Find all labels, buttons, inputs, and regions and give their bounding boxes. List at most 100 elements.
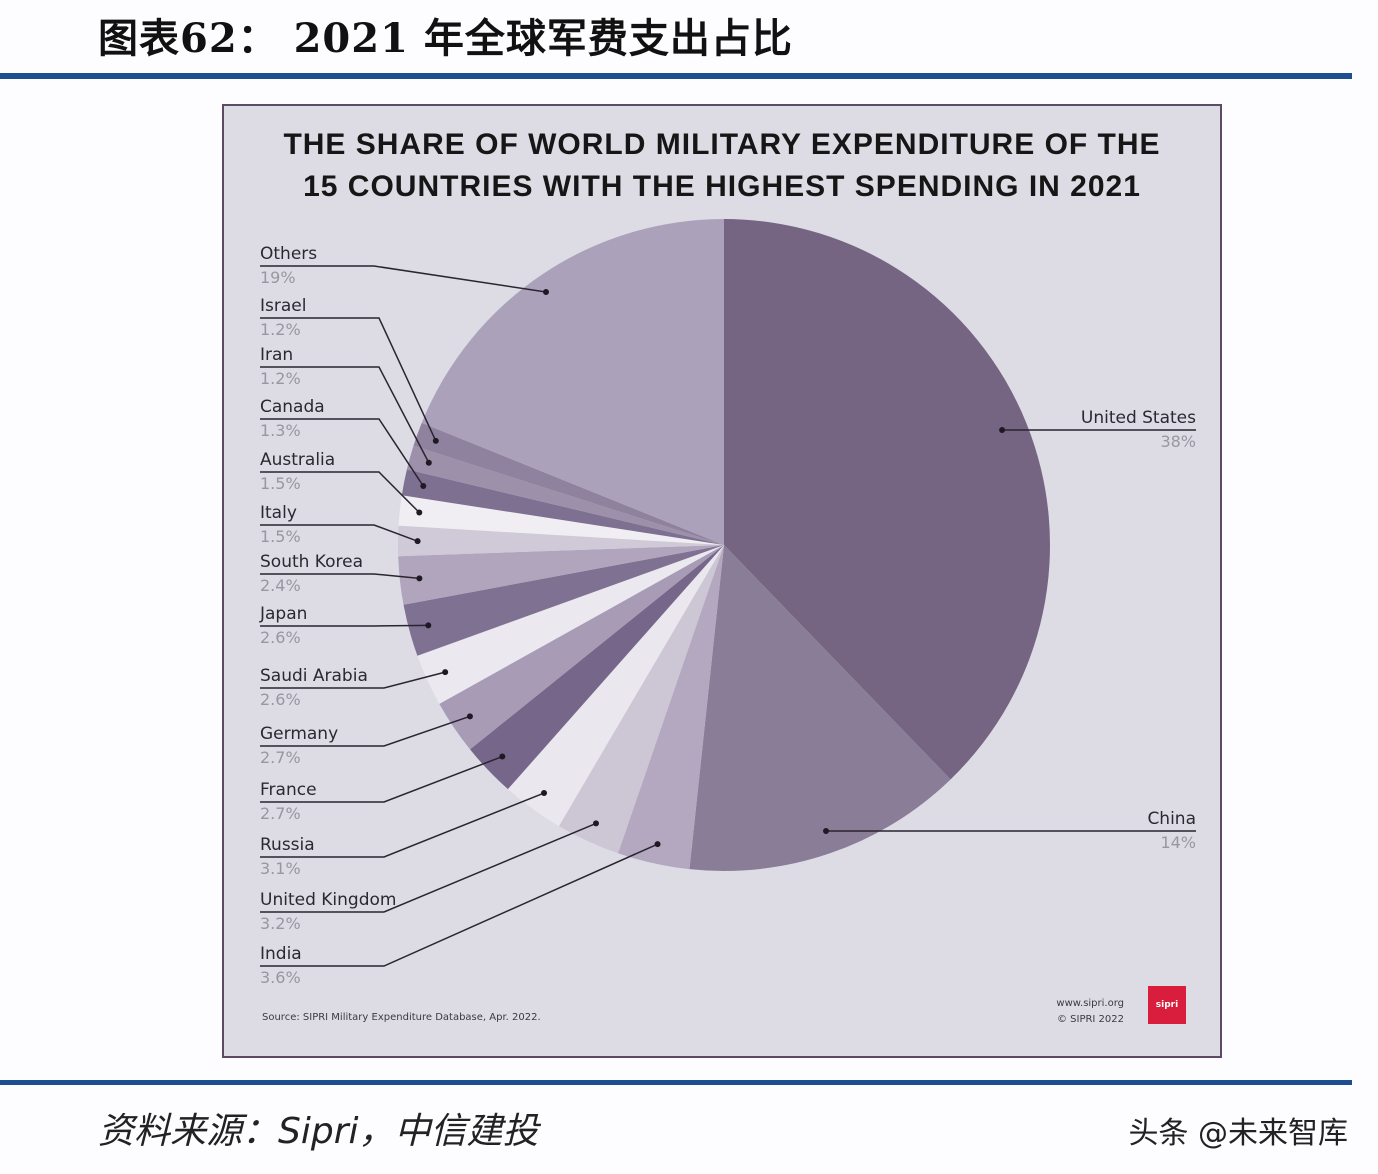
slice-label-france: France 2.7% — [260, 780, 317, 824]
slice-label-russia: Russia 3.1% — [260, 835, 315, 879]
slice-label-china: China 14% — [1147, 809, 1196, 853]
pie-slice-saudi-arabia — [417, 545, 724, 704]
slice-name: Italy — [260, 503, 297, 523]
leader-line — [260, 317, 437, 442]
slice-name: Canada — [260, 397, 325, 417]
slice-name: United States — [1080, 408, 1196, 428]
slice-label-iran: Iran 1.2% — [260, 345, 301, 389]
slice-label-germany: Germany 2.7% — [260, 724, 338, 768]
slice-label-italy: Italy 1.5% — [260, 503, 301, 547]
leader-line — [260, 366, 430, 464]
pie-slice-australia — [398, 495, 724, 545]
pie-slice-united-states — [724, 219, 1050, 780]
slice-name: Russia — [260, 835, 315, 855]
pie-slice-others — [421, 219, 724, 545]
slice-label-australia: Australia 1.5% — [260, 450, 335, 494]
leader-dot — [543, 289, 549, 295]
leader-line — [260, 524, 418, 542]
leader-line — [260, 624, 429, 627]
leader-dot — [432, 437, 439, 444]
pie-slice-france — [470, 545, 724, 790]
slice-percent: 2.7% — [260, 804, 301, 823]
leader-line — [260, 418, 424, 487]
slice-percent: 3.6% — [260, 968, 301, 987]
leader-dot — [466, 713, 473, 720]
pie-slice-iran — [406, 445, 724, 545]
pie-slice-israel — [413, 422, 724, 545]
pie-slice-united-kingdom — [558, 545, 724, 854]
chart-copyright: www.sipri.org © SIPRI 2022 — [1056, 996, 1124, 1028]
slice-name: South Korea — [260, 552, 364, 572]
pie-slice-japan — [403, 545, 724, 656]
leader-dot — [654, 841, 661, 848]
slice-label-japan: Japan 2.6% — [260, 604, 307, 648]
leader-line — [260, 573, 420, 580]
watermark: 头条 @未来智库 — [1128, 1116, 1348, 1151]
chart-title-line-2: 15 COUNTRIES WITH THE HIGHEST SPENDING I… — [303, 170, 1141, 203]
slice-name: Germany — [260, 724, 339, 744]
slice-name: Israel — [260, 296, 307, 316]
slice-percent: 14% — [1160, 833, 1196, 852]
slice-name: China — [1147, 809, 1196, 829]
slice-label-united-kingdom: United Kingdom 3.2% — [260, 890, 396, 934]
leader-line — [260, 671, 446, 689]
source-note: 资料来源：Sipri，中信建投 — [98, 1111, 539, 1152]
slice-label-israel: Israel 1.2% — [260, 296, 306, 340]
leader-line — [260, 822, 597, 913]
slice-name: India — [260, 944, 302, 964]
sipri-logo: sipri — [1148, 986, 1186, 1024]
slice-percent: 2.6% — [260, 628, 301, 647]
leader-line — [260, 755, 503, 803]
slice-percent: 2.4% — [260, 576, 301, 595]
chart-title: THE SHARE OF WORLD MILITARY EXPENDITURE … — [224, 124, 1220, 208]
leader-line — [260, 715, 471, 747]
pie-slice-italy — [398, 525, 724, 557]
figure-title: 图表62： 2021 年全球军费支出占比 — [98, 15, 793, 62]
slice-percent: 3.2% — [260, 914, 301, 933]
pie-chart — [260, 219, 1196, 967]
slice-name: France — [260, 780, 317, 800]
chart-source: Source: SIPRI Military Expenditure Datab… — [262, 1012, 541, 1023]
slice-percent: 3.1% — [260, 859, 301, 878]
slice-percent: 1.5% — [260, 527, 301, 546]
slice-percent: 2.7% — [260, 748, 301, 767]
pie-slice-south-korea — [398, 545, 724, 605]
leader-dot — [541, 790, 548, 797]
slice-name: Japan — [260, 604, 308, 624]
leader-dot — [425, 622, 432, 629]
slice-name: Saudi Arabia — [260, 666, 368, 686]
pie-slice-canada — [401, 469, 724, 545]
leader-dot — [416, 509, 423, 516]
copyright-text: © SIPRI 2022 — [1056, 1014, 1124, 1025]
leader-dot — [416, 575, 423, 582]
website-text: www.sipri.org — [1056, 998, 1124, 1009]
slice-name: Iran — [260, 345, 294, 365]
leader-line — [260, 792, 545, 858]
leader-dot — [420, 483, 427, 490]
top-divider — [0, 73, 1352, 79]
chart-panel: THE SHARE OF WORLD MILITARY EXPENDITURE … — [222, 104, 1222, 1058]
leader-line — [260, 265, 547, 293]
slice-label-others: Others 19% — [260, 244, 317, 288]
leader-line — [260, 471, 420, 514]
slice-label-canada: Canada 1.3% — [260, 397, 325, 441]
leader-dot — [592, 820, 599, 827]
slice-name: Australia — [260, 450, 336, 470]
slice-percent: 19% — [260, 268, 296, 287]
leader-dot — [414, 538, 421, 545]
leader-dot — [823, 828, 829, 834]
pie-slice-russia — [507, 545, 724, 827]
slice-percent: 1.5% — [260, 474, 301, 493]
slice-percent: 1.3% — [260, 421, 301, 440]
slice-label-united-states: United States 38% — [1081, 408, 1196, 452]
slice-percent: 2.6% — [260, 690, 301, 709]
chart-title-line-1: THE SHARE OF WORLD MILITARY EXPENDITURE … — [283, 128, 1161, 161]
leader-dot — [499, 753, 506, 760]
pie-slice-india — [618, 545, 724, 870]
pie-slice-germany — [439, 545, 724, 750]
slice-percent: 1.2% — [260, 369, 301, 388]
slice-label-saudi-arabia: Saudi Arabia 2.6% — [260, 666, 368, 710]
slice-percent: 38% — [1160, 432, 1196, 451]
slice-name: Others — [260, 244, 318, 264]
pie-slice-china — [689, 545, 951, 871]
